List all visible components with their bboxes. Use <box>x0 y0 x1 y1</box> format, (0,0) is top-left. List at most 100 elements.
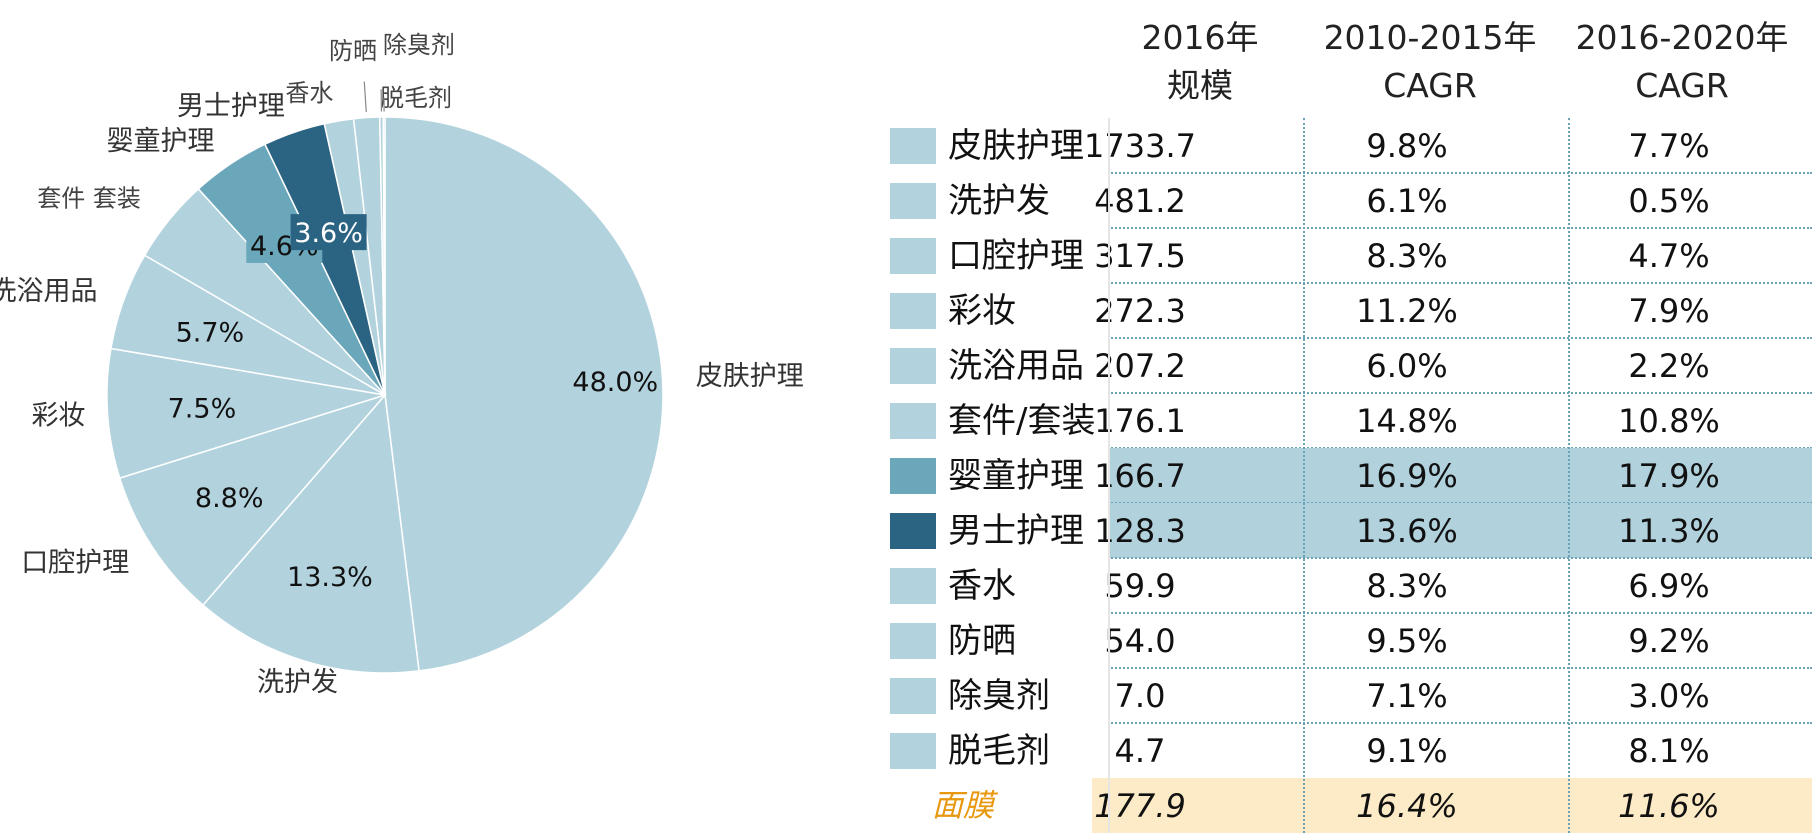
cell-cagr-2016-2020: 2.2% <box>1628 347 1710 385</box>
cell-size: 54.0 <box>1104 622 1176 660</box>
cell-cagr-2010-2015: 13.6% <box>1356 512 1458 550</box>
legend-swatch <box>890 623 936 659</box>
cell-size: 59.9 <box>1104 567 1176 605</box>
row-category: 婴童护理 <box>948 456 1084 496</box>
cell-cagr-2016-2020: 4.7% <box>1628 237 1710 275</box>
cell-size: 176.1 <box>1094 402 1186 440</box>
row-highlight-bg <box>1108 503 1812 558</box>
pie-value-label: 5.7% <box>176 318 245 349</box>
row-divider <box>1108 612 1812 614</box>
row-category: 洗浴用品 <box>948 346 1084 386</box>
column-header-cagr1-line2: CAGR <box>1383 66 1477 105</box>
legend-swatch <box>890 183 936 219</box>
table-row: 套件/套装 176.1 14.8% 10.8% <box>880 393 1812 449</box>
pie-slice <box>118 393 388 607</box>
pie-slice <box>201 393 420 674</box>
column-header-cagr-2016-2020: 2016-2020年 CAGR <box>1552 14 1812 110</box>
legend-swatch <box>890 678 936 714</box>
pie-category-label: 脱毛剂 <box>380 84 452 112</box>
cell-size: 272.3 <box>1094 292 1186 330</box>
cell-size: 7.0 <box>1114 677 1166 715</box>
table-row: 彩妆 272.3 11.2% 7.9% <box>880 283 1812 339</box>
table-row: 男士护理 128.3 13.6% 11.3% <box>880 503 1812 559</box>
legend-swatch <box>890 348 936 384</box>
row-divider <box>1108 392 1812 394</box>
pie-slice <box>106 347 386 480</box>
pie-category-label: 套件 套装 <box>37 184 141 212</box>
table-row: 口腔护理 317.5 8.3% 4.7% <box>880 228 1812 284</box>
table-row: 婴童护理 166.7 16.9% 17.9% <box>880 448 1812 504</box>
column-header-size: 2016年 规模 <box>1090 14 1310 110</box>
column-header-cagr1-line1: 2010-2015年 <box>1323 18 1537 57</box>
cell-cagr-2016-2020: 3.0% <box>1628 677 1710 715</box>
row-category: 套件/套装 <box>948 401 1096 441</box>
cell-cagr-2010-2015: 9.5% <box>1366 622 1448 660</box>
row-divider <box>1108 282 1812 284</box>
table-row: 香水 59.9 8.3% 6.9% <box>880 558 1812 614</box>
market-share-pie-chart: 48.0%13.3%8.8%7.5%5.7%4.6%3.6%皮肤护理洗护发口腔护… <box>0 31 804 698</box>
pie-value-label: 13.3% <box>287 562 373 593</box>
cell-size: 177.9 <box>1094 787 1186 825</box>
cell-cagr-2016-2020: 10.8% <box>1618 402 1720 440</box>
row-highlight-bg <box>1108 448 1812 503</box>
column-divider <box>1108 118 1110 833</box>
pie-value-label: 48.0% <box>572 367 658 398</box>
pie-value-label: 3.6% <box>294 218 363 249</box>
cell-cagr-2010-2015: 8.3% <box>1366 237 1448 275</box>
pie-category-label: 香水 <box>285 79 333 107</box>
cell-cagr-2016-2020: 8.1% <box>1628 732 1710 770</box>
table-row: 除臭剂 7.0 7.1% 3.0% <box>880 668 1812 724</box>
cell-cagr-2010-2015: 8.3% <box>1366 567 1448 605</box>
cell-cagr-2010-2015: 11.2% <box>1356 292 1458 330</box>
column-header-size-line2: 规模 <box>1167 66 1233 105</box>
pie-category-label: 口腔护理 <box>21 548 129 579</box>
cell-size: 166.7 <box>1094 457 1186 495</box>
table-row-mask: 面膜 177.9 16.4% 11.6% <box>880 778 1812 833</box>
row-category: 除臭剂 <box>948 676 1050 716</box>
cell-cagr-2016-2020: 7.9% <box>1628 292 1710 330</box>
legend-swatch <box>890 293 936 329</box>
pie-category-label: 除臭剂 <box>383 31 455 59</box>
pie-slice <box>384 116 664 672</box>
column-header-cagr-2010-2015: 2010-2015年 CAGR <box>1300 14 1560 110</box>
table-row: 防晒 54.0 9.5% 9.2% <box>880 613 1812 669</box>
pie-category-label: 洗浴用品 <box>0 276 97 307</box>
cell-cagr-2010-2015: 9.1% <box>1366 732 1448 770</box>
cell-size: 481.2 <box>1094 182 1186 220</box>
table-row: 洗浴用品 207.2 6.0% 2.2% <box>880 338 1812 394</box>
legend-swatch <box>890 568 936 604</box>
pie-category-label: 洗护发 <box>257 667 338 698</box>
legend-swatch <box>890 513 936 549</box>
cell-cagr-2016-2020: 11.6% <box>1618 787 1720 825</box>
pie-leader-line <box>363 81 367 113</box>
row-divider <box>1108 667 1812 669</box>
pie-value-label: 7.5% <box>168 393 237 424</box>
cell-cagr-2010-2015: 6.1% <box>1366 182 1448 220</box>
row-divider <box>1108 557 1812 559</box>
pie-category-label: 婴童护理 <box>107 126 215 157</box>
cell-cagr-2010-2015: 16.4% <box>1356 787 1458 825</box>
cell-cagr-2010-2015: 16.9% <box>1356 457 1458 495</box>
pie-category-label: 男士护理 <box>177 91 285 122</box>
cell-cagr-2016-2020: 17.9% <box>1618 457 1720 495</box>
table-row: 皮肤护理 1733.7 9.8% 7.7% <box>880 118 1812 174</box>
cell-size: 317.5 <box>1094 237 1186 275</box>
cell-cagr-2010-2015: 7.1% <box>1366 677 1448 715</box>
row-divider <box>1108 227 1812 229</box>
legend-swatch <box>890 733 936 769</box>
cell-cagr-2010-2015: 14.8% <box>1356 402 1458 440</box>
cell-size: 128.3 <box>1094 512 1186 550</box>
pie-value-label-box <box>290 214 367 251</box>
column-divider <box>1303 118 1305 833</box>
cell-size: 4.7 <box>1114 732 1166 770</box>
pie-value-label: 8.8% <box>195 483 264 514</box>
row-highlight-bg <box>1092 778 1812 833</box>
cell-cagr-2016-2020: 6.9% <box>1628 567 1710 605</box>
legend-swatch <box>890 458 936 494</box>
row-category: 口腔护理 <box>948 236 1084 276</box>
pie-category-label: 皮肤护理 <box>696 361 804 392</box>
row-category: 香水 <box>948 566 1016 606</box>
cell-cagr-2010-2015: 9.8% <box>1366 127 1448 165</box>
row-category: 面膜 <box>932 788 994 824</box>
cell-cagr-2016-2020: 9.2% <box>1628 622 1710 660</box>
